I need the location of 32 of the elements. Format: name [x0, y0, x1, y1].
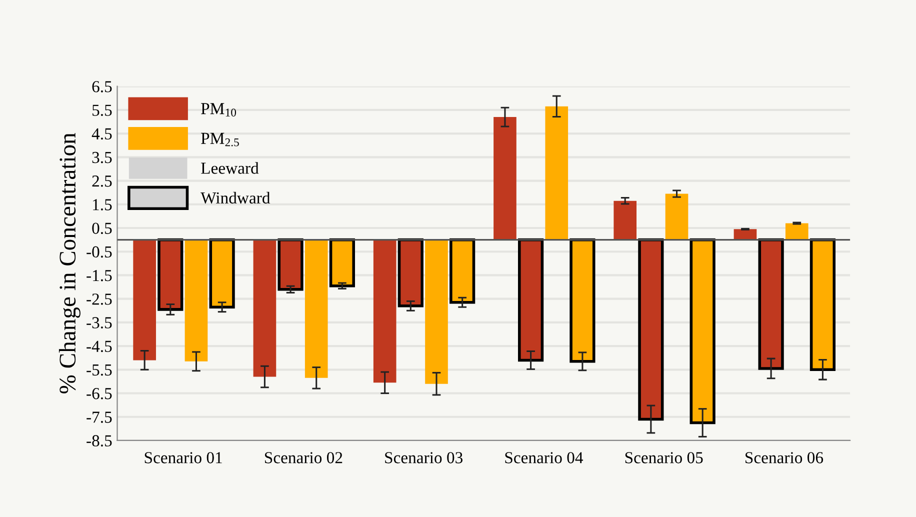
y-tick-label: 5.5 — [92, 104, 112, 116]
bar — [665, 194, 688, 240]
bar — [758, 238, 784, 370]
x-tick-label: Scenario 04 — [505, 452, 584, 464]
x-tick-label: Scenario 02 — [264, 452, 342, 464]
legend-label: PM$_{2.5}$ — [201, 132, 239, 146]
annotation: Windward — [200, 192, 270, 204]
y-tick-label: -7.5 — [86, 412, 112, 423]
y-tick-label: -0.5 — [86, 246, 112, 258]
y-tick-label: -6.5 — [86, 388, 112, 400]
y-tick-label: -1.5 — [86, 270, 112, 282]
x-tick-label: Scenario 01 — [144, 452, 222, 464]
y-tick-label: 6.5 — [92, 81, 112, 92]
bar — [690, 238, 716, 424]
y-tick-label: -4.5 — [86, 340, 112, 352]
y-tick-label: -2.5 — [86, 294, 112, 305]
y-tick-label: -8.5 — [86, 435, 112, 447]
y-tick-label: 3.5 — [92, 152, 112, 164]
annotation: Leeward — [201, 162, 259, 174]
y-tick-label: -5.5 — [86, 364, 112, 376]
y-axis-title: % Change in Concentration — [58, 132, 80, 394]
bar — [184, 240, 208, 362]
bar — [209, 238, 235, 308]
x-tick-label: Scenario 06 — [746, 452, 824, 464]
y-tick-label: -3.5 — [86, 317, 112, 328]
y-tick-label: 2.5 — [92, 176, 112, 187]
x-tick-label: Scenario 05 — [625, 452, 703, 464]
y-tick-label: 4.5 — [92, 128, 112, 140]
y-tick-label: 0.5 — [92, 222, 112, 234]
y-tick-label: 1.5 — [93, 199, 112, 210]
legend-label: PM$_{10}$ — [201, 103, 236, 116]
x-tick-label: Scenario 03 — [385, 452, 462, 464]
